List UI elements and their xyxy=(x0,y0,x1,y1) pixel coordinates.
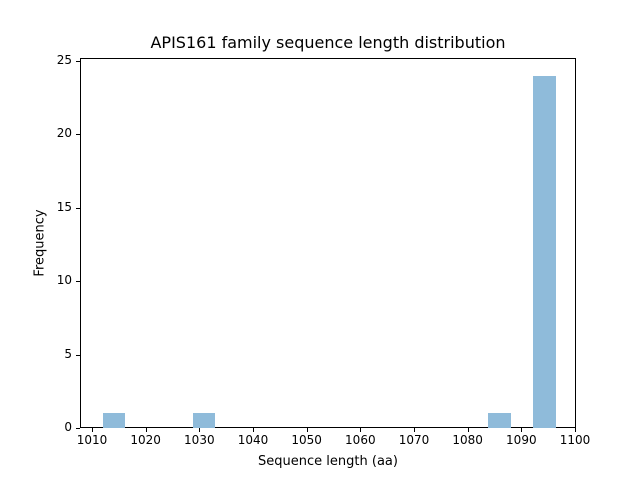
histogram-bar xyxy=(488,413,511,428)
x-tick xyxy=(360,428,362,432)
x-tick-label: 1020 xyxy=(130,433,161,447)
x-tick-label: 1100 xyxy=(559,433,591,447)
x-tick-label: 1080 xyxy=(452,433,483,447)
histogram-bar xyxy=(533,75,556,428)
x-tick-label: 1070 xyxy=(398,433,430,447)
y-tick xyxy=(76,281,80,283)
y-tick-label: 20 xyxy=(56,126,72,141)
x-tick-label: 1040 xyxy=(237,433,269,447)
x-tick-label: 1030 xyxy=(184,433,215,447)
x-tick xyxy=(199,428,201,432)
x-tick xyxy=(575,428,576,432)
histogram-bar xyxy=(102,413,126,428)
x-tick-label: 1050 xyxy=(291,433,322,447)
y-tick-label: 15 xyxy=(56,199,72,214)
x-tick xyxy=(521,428,523,432)
y-tick xyxy=(76,428,80,429)
histogram-bar xyxy=(192,413,216,428)
x-tick xyxy=(306,428,308,432)
x-tick-label: 1010 xyxy=(76,433,108,447)
x-tick xyxy=(467,428,469,432)
chart-title: APIS161 family sequence length distribut… xyxy=(150,33,506,52)
y-tick-label: 5 xyxy=(64,346,72,361)
x-axis-label: Sequence length (aa) xyxy=(258,454,398,469)
y-tick xyxy=(76,207,80,209)
x-tick xyxy=(414,428,415,432)
y-tick xyxy=(76,61,80,62)
y-tick xyxy=(76,354,80,356)
y-tick-label: 25 xyxy=(56,53,72,67)
x-tick xyxy=(253,428,254,432)
x-tick-label: 1090 xyxy=(506,433,537,447)
y-tick-label: 0 xyxy=(64,420,72,434)
x-tick xyxy=(92,428,93,432)
plot-area xyxy=(80,58,576,428)
y-axis-label: Frequency xyxy=(32,209,48,277)
x-tick xyxy=(145,428,147,432)
y-tick-label: 10 xyxy=(56,273,72,288)
x-tick-label: 1060 xyxy=(345,433,376,447)
y-tick xyxy=(76,134,80,136)
